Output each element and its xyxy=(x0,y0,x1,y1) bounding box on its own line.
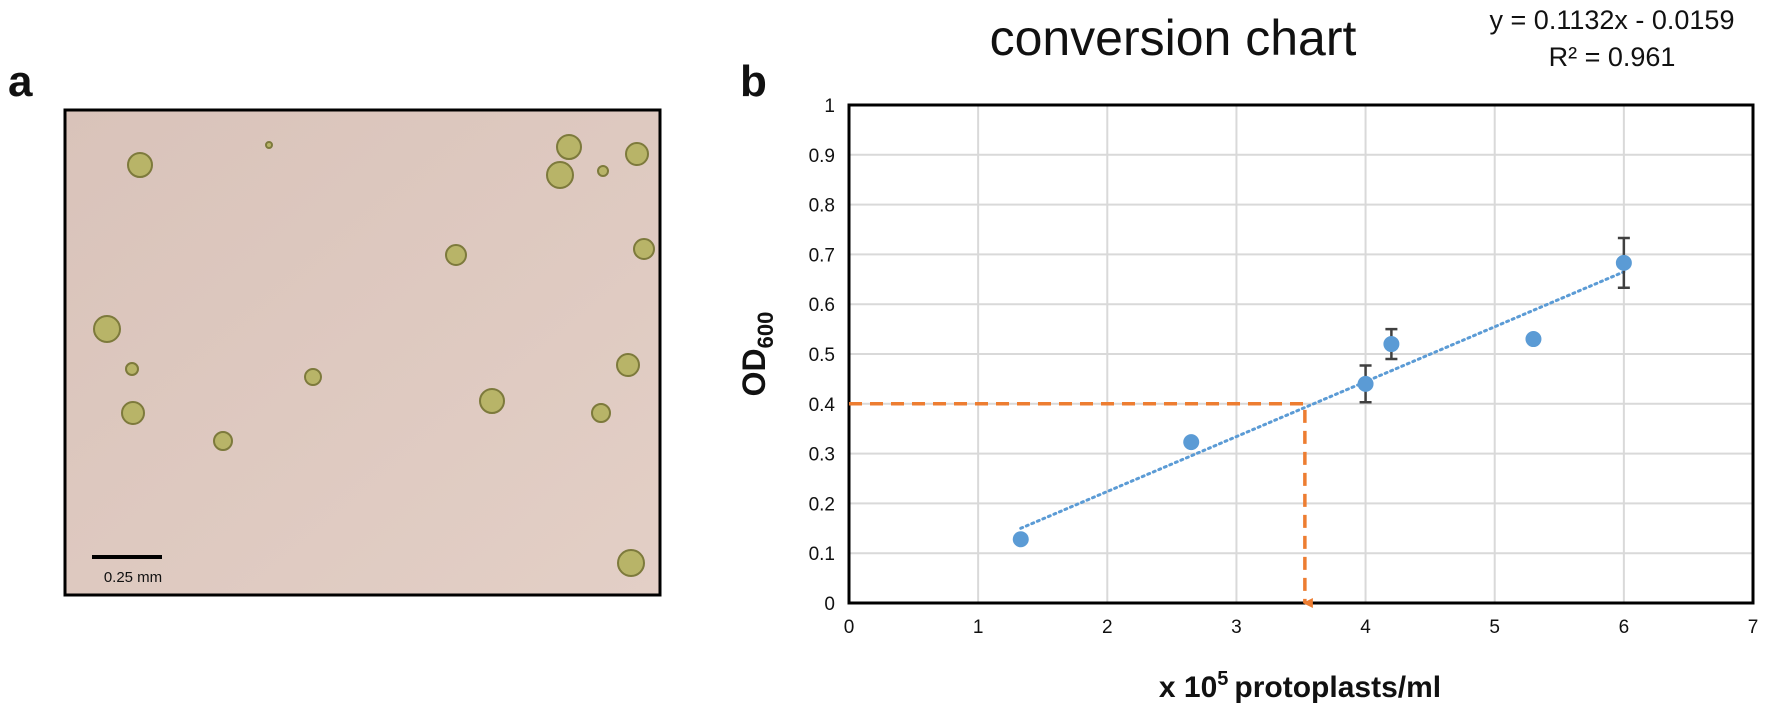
plot: 0 0.1 0.2 0.3 0.4 0.5 0.6 0.7 0.8 0.9 1 0 1 2 3 4 5 6 7 xyxy=(809,96,1759,638)
x-label-rest: protoplasts/ml xyxy=(1234,671,1441,704)
data-point xyxy=(1357,375,1374,392)
x-tick-label: 2 xyxy=(1102,617,1113,638)
r-squared: R² = 0.961 xyxy=(1549,42,1676,72)
x-tick-label: 0 xyxy=(844,617,855,638)
x-tick-label: 1 xyxy=(973,617,984,638)
x-label-text: x 10 xyxy=(1159,671,1217,704)
x-tick-label: 5 xyxy=(1489,617,1500,638)
y-tick-label: 0.3 xyxy=(809,445,835,466)
panel-label: a xyxy=(8,57,33,106)
y-tick-label: 0.4 xyxy=(809,395,836,416)
data-point xyxy=(1183,434,1200,451)
y-tick-label: 1 xyxy=(824,96,835,117)
micrograph: 0.25 mm xyxy=(63,108,662,597)
chart-title: conversion chart xyxy=(990,10,1357,66)
data-point xyxy=(1615,254,1632,271)
y-axis-label: OD600 xyxy=(736,312,778,397)
y-tick-label: 0.7 xyxy=(809,245,835,266)
panel-label: b xyxy=(740,57,767,106)
data-point xyxy=(1525,331,1542,348)
y-tick-label: 0 xyxy=(824,594,835,615)
plot-frame xyxy=(847,103,1755,605)
y-tick-label: 0.2 xyxy=(809,494,835,515)
guide-line xyxy=(849,402,1313,608)
y-tick-label: 0.8 xyxy=(809,196,835,217)
x-axis-label: x 105 protoplasts/ml xyxy=(1159,668,1441,704)
y-tick-label: 0.6 xyxy=(809,295,835,316)
x-label-sup: 5 xyxy=(1217,668,1228,690)
cells xyxy=(93,134,655,577)
image-frame xyxy=(63,108,662,597)
y-label-text: OD xyxy=(736,348,772,396)
x-tick-label: 4 xyxy=(1360,617,1371,638)
trendline xyxy=(1019,270,1626,530)
scale-bar-label: 0.25 mm xyxy=(104,569,162,586)
data-point xyxy=(1383,336,1400,353)
y-label-sub: 600 xyxy=(753,312,778,349)
data-point xyxy=(1012,531,1029,548)
y-tick-label: 0.1 xyxy=(809,544,835,565)
x-tick-label: 3 xyxy=(1231,617,1242,638)
x-tick-label: 7 xyxy=(1748,617,1759,638)
y-tick-label: 0.9 xyxy=(809,146,835,167)
y-tick-label: 0.5 xyxy=(809,345,835,366)
equation: y = 0.1132x - 0.0159 xyxy=(1490,5,1735,35)
x-tick-label: 6 xyxy=(1619,617,1630,638)
